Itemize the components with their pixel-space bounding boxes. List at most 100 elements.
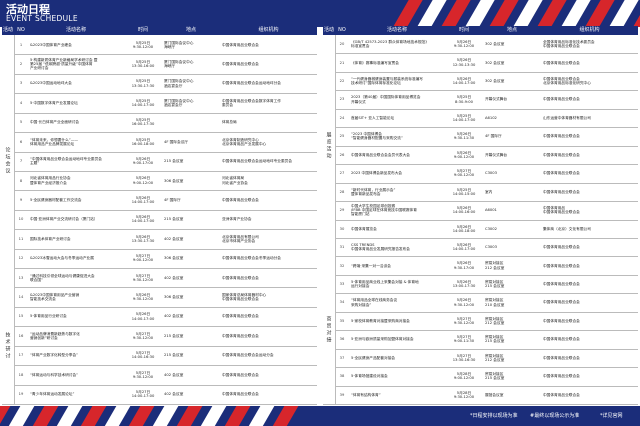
cell-name: “体育运动与科学技术研讨会” bbox=[30, 365, 122, 384]
cell-time: 5月25日 16:00-18:00 bbox=[124, 132, 162, 151]
cell-org: 中国体育用品业联合会 bbox=[543, 53, 638, 71]
table-row: 25 “2023 中国体博会 “智能健身器材配置与采购交流” 5月26日 9:30-… bbox=[323, 127, 638, 145]
cell-org: 北京体育制造研究中心 北京体育用品产业发展中心 bbox=[222, 132, 317, 151]
cell-time: 5月26日 14:00-17:00 bbox=[124, 307, 162, 326]
cell-name: &2023冰雪运动大会与冬季运动产业展 bbox=[30, 249, 122, 268]
row-divider bbox=[2, 404, 317, 405]
cell-loc: 厦门国际会议中心 海峡厅 bbox=[164, 35, 220, 54]
cell-loc: 贸易对接区 215 会议室 bbox=[485, 367, 541, 385]
cell-name: 河北省体育用品行业协会 暨体育产业经济推介会 bbox=[30, 171, 122, 190]
cell-loc: C3002 bbox=[485, 220, 541, 238]
cell-no: 2 bbox=[14, 54, 28, 73]
cell-loc: 厦门国际会议中心 酒店宴会厅 bbox=[164, 74, 220, 93]
cell-no: 10 bbox=[14, 210, 28, 229]
footer-note: *详见官网 bbox=[600, 412, 623, 419]
cell-loc: 215 会议室 bbox=[164, 346, 220, 365]
table-row: 6 “体育未来，你想要什么”—— 体育用品产业品牌发展论坛 5月25日 16:00-… bbox=[2, 132, 317, 151]
cell-no: 20 bbox=[335, 35, 349, 53]
cell-org: 中国体育用品业联合会 北京体育用品标准化研究中心 bbox=[543, 72, 638, 90]
cell-name: 中国·长白体育产业全面研讨会 bbox=[30, 113, 122, 132]
cell-no: 14 bbox=[14, 287, 28, 306]
table-row: 32 “跨境·采集一对一洽谈会 5月26日 9:30-17:00 贸易对接区 212 … bbox=[323, 256, 638, 274]
cell-no: 13 bbox=[14, 268, 28, 287]
decorative-stripe bbox=[52, 406, 86, 426]
category-cell: 商贸对接 bbox=[323, 256, 336, 404]
page-footer: *日程安排以现场为准 #最终以现场公示为准 *详见官网 bbox=[0, 406, 640, 426]
cell-loc: 302 会议室 bbox=[485, 35, 541, 53]
cell-name: “一代健身器械健身装置与服装系统标准编写 技术研讨”国际体育标准化论坛 bbox=[351, 72, 443, 90]
cell-org: 国家体育总局体育器材中心 中国体育用品业联合会 bbox=[222, 287, 317, 306]
cell-time: 5月26日 9:00-17:00 bbox=[124, 152, 162, 171]
category-label: 论坛会议 bbox=[5, 147, 12, 175]
cell-time: 5月25日 14:00-17:00 bbox=[124, 93, 162, 112]
cell-name: “通过科技引领全球运动与健康促进大会 联合国” bbox=[30, 268, 122, 287]
cell-name: “运动品牌消费新趋势与数字化 营销创新”研讨会 bbox=[30, 326, 122, 345]
cell-no: 4 bbox=[14, 93, 28, 112]
table-row: 29 中国大学生校园足球创投赛 /IFBB 中国足球在体育竞技中国联赛体育 智能厦… bbox=[323, 201, 638, 219]
cell-no: 34 bbox=[335, 293, 349, 311]
cell-loc: 开幕仪式舞台 bbox=[485, 90, 541, 108]
cell-name: 首届SIT+ 亚人工智能论坛 bbox=[351, 109, 443, 127]
category-label: 技术研讨 bbox=[5, 332, 12, 360]
decorative-stripe bbox=[148, 406, 182, 426]
table-row: 1 &2023中国体育产业峰会 5月25日 9:30-12:00 厦门国际会议中心 海… bbox=[2, 35, 317, 54]
table-row: 4 5·中国数字体育产业发展论坛 5月25日 14:00-17:00 厦门国际会议中心… bbox=[2, 93, 317, 112]
cell-org: 中国体育用品业联合会 bbox=[543, 386, 638, 404]
table-row: 37 5·全民健身产品配套对接会 5月27日 13:30-16:30 贸易对接区 21… bbox=[323, 349, 638, 367]
cell-name: 5·全民健身器材配套工作交流会 bbox=[30, 190, 122, 209]
cell-no: 12 bbox=[14, 249, 28, 268]
cell-time: 5月27日 9:00-11:30 bbox=[445, 330, 483, 348]
cell-name: “体育用品全球在线商务会议 采购对接会” bbox=[351, 293, 443, 311]
cell-time: 5月26日 14:00-17:00 bbox=[445, 72, 483, 90]
cell-name: 5·体育用品商业线上采集会对接 & 体育地 运行对接会 bbox=[351, 275, 443, 293]
table-row: 16 “运动品牌消费新趋势与数字化 营销创新”研讨会 5月27日 9:30-12:0… bbox=[2, 326, 317, 345]
cell-time: 5月25日 9:30-12:00 bbox=[124, 35, 162, 54]
table-row: 28 “新时代体育，行业展示会” 暨体育新品发布会 5月25日 14:00-15:0… bbox=[323, 183, 638, 201]
cell-no: 23 bbox=[335, 90, 349, 108]
cell-org: 中国体育用品业联合会 bbox=[543, 183, 638, 201]
cell-time: 5月26日 14:00-17:00 bbox=[124, 210, 162, 229]
cell-name: 5·亚洲与欧洲质量采购加盟体育对接会 bbox=[351, 330, 443, 348]
cell-no: 8 bbox=[14, 171, 28, 190]
cell-name: 5·体育场馆建设对接会 bbox=[351, 367, 443, 385]
table-row: 36 5·亚洲与欧洲质量采购加盟体育对接会 5月27日 9:00-11:30 贸易对接… bbox=[323, 330, 638, 348]
cell-org: 中国体育用品业联合会 bbox=[222, 307, 317, 326]
cell-time: 5月26日 9:30-12:00 bbox=[445, 293, 483, 311]
cell-org: 北京体育用品有限公司 北京市体育产业协会 bbox=[222, 229, 317, 248]
cell-loc: 贸易对接区 215 会议室 bbox=[485, 330, 541, 348]
cell-time: 5月26日 9:00-12:00 bbox=[445, 146, 483, 164]
cell-loc: 402 会议室 bbox=[164, 385, 220, 404]
table-row: 18 “体育运动与科学技术研讨会” 5月27日 9:30-12:00 402 会议室中… bbox=[2, 365, 317, 384]
cell-time: 5月27日 13:30-16:30 bbox=[445, 349, 483, 367]
cell-org: 全国体育用品标准化技术委员会 中国体育用品业联合会 bbox=[543, 35, 638, 53]
cell-loc: 贸易对接区 210 会议室 bbox=[485, 293, 541, 311]
table-row: 5 中国·长白体育产业全面研讨会 5月25日 16:00-17:30 体育总局 bbox=[2, 113, 317, 132]
decorative-stripe bbox=[76, 406, 110, 426]
cell-name: 中国·亚洲体育产业交流研讨会（厦门站） bbox=[30, 210, 122, 229]
cell-no: 31 bbox=[335, 238, 349, 256]
cell-name: 中国体育用品业联合会会员代表大会 bbox=[351, 146, 443, 164]
cell-loc: 开幕仪式舞台 bbox=[485, 146, 541, 164]
cell-no: 21 bbox=[335, 53, 349, 71]
cell-org: 中国体育用品业联合会 bbox=[222, 385, 317, 404]
cell-org: 中国体育用品业联合会 bbox=[543, 238, 638, 256]
cell-no: 9 bbox=[14, 190, 28, 209]
cell-name: 5·家校体育教育对接暨采购商对接会 bbox=[351, 312, 443, 330]
cell-no: 36 bbox=[335, 330, 349, 348]
cell-org: 中国体育用品业联合会 bbox=[222, 190, 317, 209]
page-subtitle: EVENT SCHEDULE bbox=[6, 14, 78, 23]
cell-no: 27 bbox=[335, 164, 349, 182]
table-row: 20 《GB/T 42573-2023 群众体育场地技术规范》 标准宣贯会 5月26… bbox=[323, 35, 638, 53]
column-header-no: NO bbox=[335, 26, 349, 35]
cell-name: 5·中国数字体育产业发展论坛 bbox=[30, 93, 122, 112]
cell-no: 22 bbox=[335, 72, 349, 90]
cell-loc: 402 会议室 bbox=[164, 365, 220, 384]
cell-org: 集体商（北京）文化有限公司 bbox=[543, 220, 638, 238]
table-row: 14 &2023中国体育用品产业营销 智能技术交流会 5月26日 9:30-12:0… bbox=[2, 287, 317, 306]
cell-no: 37 bbox=[335, 349, 349, 367]
decorative-stripe bbox=[244, 406, 278, 426]
table-row: 27 2023 中国体博会新品发布大会 5月27日 9:00-12:00 C3003 中… bbox=[323, 164, 638, 182]
decorative-stripe bbox=[4, 406, 38, 426]
cell-org: 中国体育用品业联合会 bbox=[543, 367, 638, 385]
cell-time: 5月25日 14:00-17:00 bbox=[445, 109, 483, 127]
